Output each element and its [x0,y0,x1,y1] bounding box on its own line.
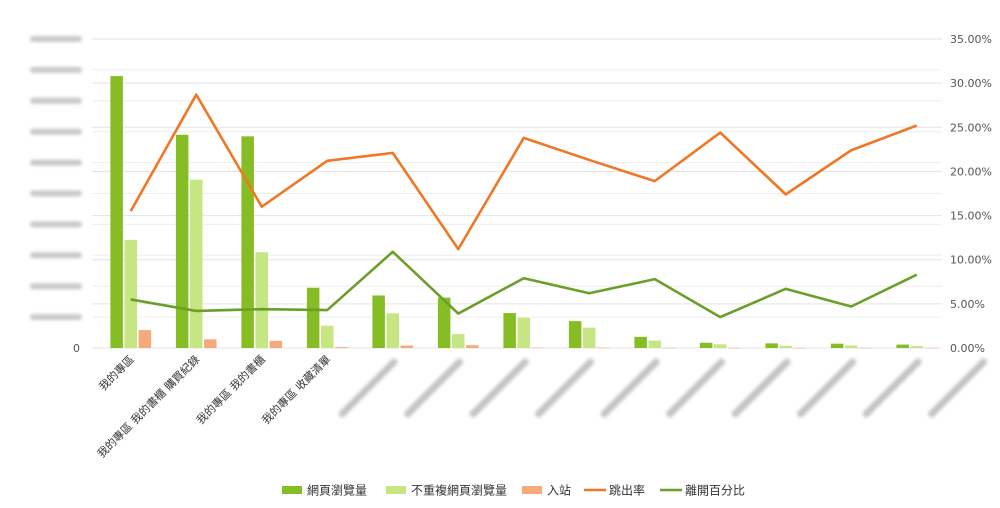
left-tick-obscured [30,36,82,42]
category-label-obscured [797,358,857,418]
legend-label: 不重複網頁瀏覽量 [411,483,507,498]
category-label-obscured [600,358,660,418]
category-label-obscured [535,358,595,418]
right-tick-label: 25.00% [950,121,992,134]
bar-1-9 [714,344,727,348]
bar-0-6 [503,313,516,348]
right-axis: 0.00% 5.00% 10.00% 15.00% 20.00% 25.00% 30.00%… [950,33,992,355]
left-tick-obscured [30,314,82,321]
bar-1-3 [321,325,334,348]
bar-1-11 [845,345,858,348]
bar-2-2 [269,340,283,348]
left-tick-label: 0 [73,342,80,355]
legend-label: 網頁瀏覽量 [307,483,367,498]
line-series-0 [129,93,918,251]
legend-label: 入站 [547,484,571,498]
legend-label: 離開百分比 [685,484,745,498]
bar-0-0 [110,76,123,348]
bar-1-7 [583,327,596,348]
bar-2-6 [531,347,545,349]
bar-1-0 [124,239,137,348]
left-axis: 0 [30,36,82,355]
bar-0-11 [830,343,844,348]
bar-0-5 [437,297,451,348]
left-tick-obscured [30,97,82,104]
bar-0-4 [372,295,385,348]
bar-2-3 [335,347,348,348]
bar-1-1 [190,179,203,348]
left-tick-obscured [30,221,82,228]
bar-1-2 [255,252,268,348]
bar-1-8 [648,340,661,348]
bar-0-8 [634,336,647,348]
bar-2-8 [662,347,676,349]
lines [129,93,918,319]
left-tick-obscured [30,283,82,290]
line-series-1 [130,250,918,319]
bar-2-9 [728,347,741,349]
bar-2-7 [597,347,610,349]
right-tick-label: 35.00% [950,33,992,46]
bar-2-11 [859,347,872,349]
bar-2-0 [138,330,152,348]
bar-1-12 [910,346,923,348]
bar-2-5 [466,345,479,348]
bar-2-10 [793,347,807,349]
category-label-obscured [666,358,726,418]
right-tick-label: 20.00% [950,165,992,178]
category-label-obscured [469,358,529,418]
category-label-obscured [731,358,791,418]
legend: 網頁瀏覽量 不重複網頁瀏覽量 入站 跳出率 離開百分比 [282,483,745,498]
right-tick-label: 10.00% [950,254,992,267]
left-tick-obscured [30,128,82,135]
left-tick-obscured [30,190,82,197]
bar-2-4 [400,345,414,348]
bar-0-9 [699,342,713,348]
legend-swatch [522,486,542,494]
bar-0-1 [175,134,189,348]
category-label-obscured [338,358,398,418]
right-tick-label: 15.00% [950,210,992,223]
category-label: 我的專區 [96,352,137,393]
category-label-obscured [862,358,922,418]
bar-0-12 [896,344,909,348]
bar-0-2 [241,136,254,348]
category-label-obscured [404,358,464,418]
right-tick-label: 30.00% [950,77,992,90]
legend-label: 跳出率 [609,483,645,498]
left-tick-obscured [30,252,82,259]
legend-swatch [386,486,406,494]
bar-0-3 [306,287,320,348]
bar-1-4 [386,313,399,348]
bar-0-10 [765,343,778,348]
bar-2-12 [924,347,938,349]
category-label: 我的專區 我的書櫃 [193,352,268,427]
bar-1-6 [517,317,530,348]
category-label: 我的專區 收藏清單 [259,352,334,427]
bar-1-10 [779,345,792,348]
right-tick-label: 5.00% [950,298,985,311]
left-tick-obscured [30,66,82,73]
gridlines [92,38,942,349]
bar-0-7 [568,321,582,348]
bars [110,76,938,349]
category-label-obscured [928,358,988,418]
bar-1-5 [452,334,465,348]
bar-2-1 [204,339,217,348]
category-label: 我的專區 我的書櫃 購買紀錄 [94,352,202,460]
left-tick-obscured [30,159,82,166]
right-tick-label: 0.00% [950,342,985,355]
legend-swatch [282,486,302,494]
